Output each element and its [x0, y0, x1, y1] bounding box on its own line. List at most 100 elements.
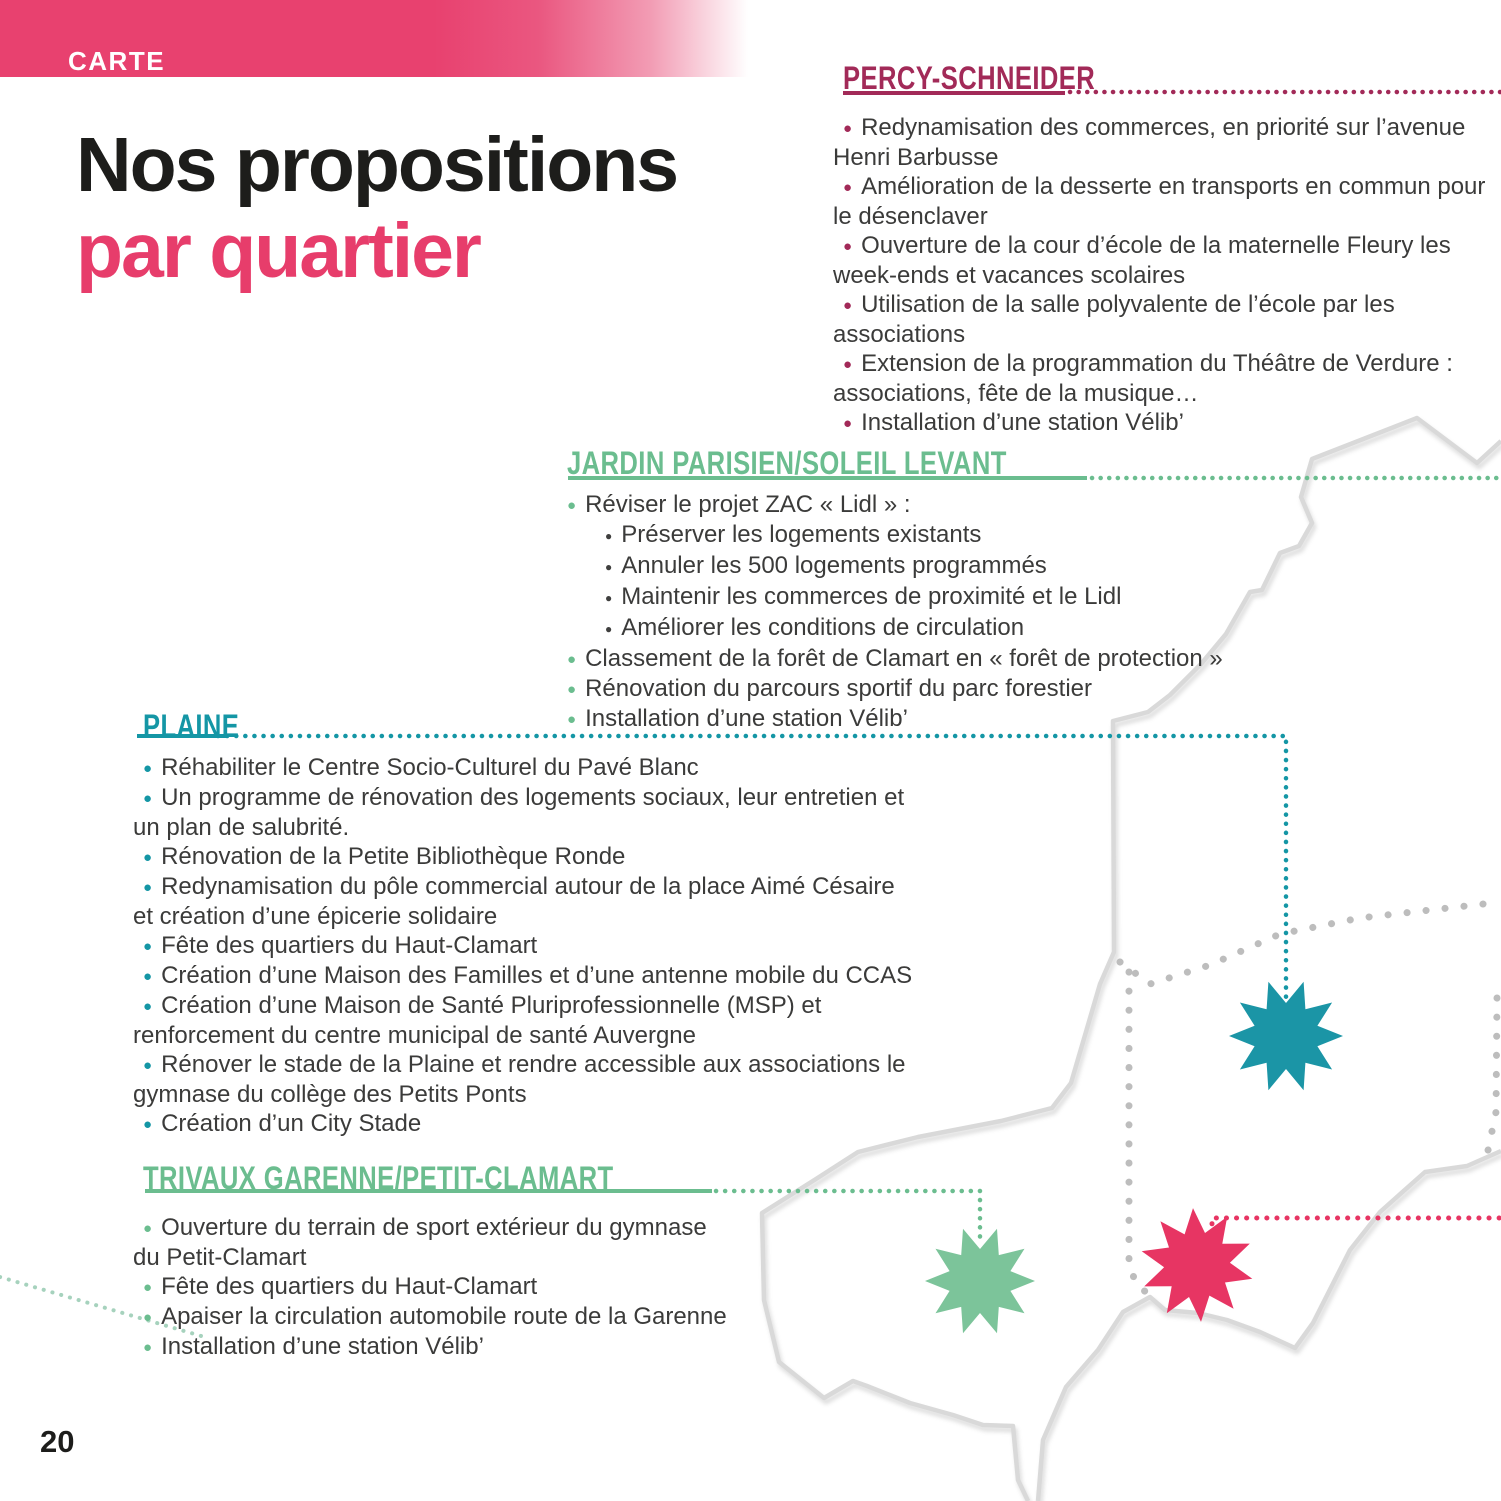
bullet-icon: ●	[143, 1220, 153, 1237]
bullet-icon: ●	[605, 560, 613, 574]
bullet-text: Ouverture de la cour d’école de la mater…	[833, 232, 1451, 289]
bullet-text: Installation d’une station Vélib’	[585, 705, 908, 732]
page-number: 20	[40, 1424, 75, 1459]
bullet-text: Apaiser la circulation automobile route …	[161, 1303, 727, 1330]
proposal-list-percy-schneider: ● Redynamisation des commerces, en priori…	[833, 113, 1485, 438]
bullet-item: ● Création d’une Maison des Familles et d…	[133, 961, 912, 991]
bullet-item: ● Apaiser la circulation automobile route…	[133, 1302, 727, 1332]
bullet-text: Ouverture du terrain de sport extérieur …	[133, 1214, 707, 1271]
sub-bullet-item: ● Annuler les 500 logements programmés	[557, 551, 1223, 582]
proposal-list-trivaux-garenne: ● Ouverture du terrain de sport extérieur…	[133, 1213, 727, 1362]
bullet-icon: ●	[143, 849, 153, 866]
bullet-text: Redynamisation des commerces, en priorit…	[833, 114, 1466, 171]
bullet-item: ● Rénovation du parcours sportif du parc …	[557, 674, 1223, 704]
bullet-text: Redynamisation du pôle commercial autour…	[133, 873, 895, 930]
proposal-list-jardin-parisien: ● Réviser le projet ZAC « Lidl » : ● Préser…	[557, 490, 1223, 734]
bullet-item: ● Fête des quartiers du Haut-Clamart	[133, 1272, 727, 1302]
bullet-item: ● Installation d’une station Vélib’	[133, 1332, 727, 1362]
bullet-icon: ●	[143, 1309, 153, 1326]
page-title: Nos propositions par quartier	[76, 122, 679, 294]
bullet-icon: ●	[567, 651, 577, 668]
section-title-plaine: PLAINE	[143, 708, 240, 744]
bullet-text: Annuler les 500 logements programmés	[621, 552, 1047, 579]
bullet-item: ● Redynamisation du pôle commercial autou…	[133, 872, 912, 931]
bullet-item: ● Redynamisation des commerces, en priori…	[833, 113, 1485, 172]
sub-bullet-item: ● Préserver les logements existants	[557, 520, 1223, 551]
page-top-banner: CARTE	[0, 0, 748, 77]
bullet-item: ● Utilisation de la salle polyvalente de …	[833, 290, 1485, 349]
bullet-text: Maintenir les commerces de proximité et …	[621, 583, 1122, 610]
bullet-text: Amélioration de la desserte en transport…	[833, 173, 1486, 230]
bullet-item: ● Ouverture du terrain de sport extérieur…	[133, 1213, 727, 1272]
plaine-leader-dotted-line	[215, 733, 1289, 1003]
bullet-item: ● Classement de la forêt de Clamart en « …	[557, 644, 1223, 674]
bullet-icon: ●	[843, 297, 853, 314]
banner-tag-label: CARTE	[68, 46, 166, 76]
section-underline	[843, 91, 1065, 95]
trivaux-leader-dotted-line	[713, 1188, 983, 1246]
bullet-item: ● Installation d’une station Vélib’	[557, 704, 1223, 734]
proposal-list-plaine: ● Réhabiliter le Centre Socio-Culturel du…	[133, 753, 912, 1139]
bullet-icon: ●	[605, 622, 613, 636]
bullet-text: Améliorer les conditions de circulation	[621, 614, 1025, 641]
bullet-icon: ●	[143, 938, 153, 955]
bullet-item: ● Fête des quartiers du Haut-Clamart	[133, 931, 912, 961]
section-underline	[568, 476, 1087, 480]
section-underline	[137, 734, 227, 738]
bullet-text: Rénovation de la Petite Bibliothèque Ron…	[161, 843, 626, 870]
bullet-item: ● Installation d’une station Vélib’	[833, 408, 1485, 438]
page-title-line2: par quartier	[76, 208, 482, 294]
bullet-icon: ●	[843, 356, 853, 373]
bullet-item: ● Réhabiliter le Centre Socio-Culturel du…	[133, 753, 912, 783]
bullet-text: Installation d’une station Vélib’	[861, 409, 1184, 436]
bullet-icon: ●	[843, 120, 853, 137]
bullet-item: ● Création d’une Maison de Santé Pluripro…	[133, 991, 912, 1050]
bullet-text: Un programme de rénovation des logements…	[133, 784, 905, 841]
bullet-icon: ●	[843, 238, 853, 255]
bullet-text: Utilisation de la salle polyvalente de l…	[833, 291, 1395, 348]
map-outline-southeast	[1035, 1148, 1501, 1501]
bullet-item: ● Extension de la programmation du Théâtr…	[833, 349, 1485, 408]
bullet-text: Réhabiliter le Centre Socio-Culturel du …	[161, 754, 699, 781]
bullet-icon: ●	[143, 1279, 153, 1296]
star-plaine	[1229, 981, 1343, 1091]
bullet-icon: ●	[143, 1116, 153, 1133]
bullet-item: ● Amélioration de la desserte en transpor…	[833, 172, 1485, 231]
bullet-icon: ●	[143, 968, 153, 985]
bullet-icon: ●	[605, 591, 613, 605]
district-boundary-east	[1116, 898, 1501, 988]
bullet-icon: ●	[843, 415, 853, 432]
bullet-item: ● Réviser le projet ZAC « Lidl » :	[557, 490, 1223, 520]
bullet-text: Fête des quartiers du Haut-Clamart	[161, 1273, 538, 1300]
bullet-text: Fête des quartiers du Haut-Clamart	[161, 932, 538, 959]
bullet-icon: ●	[143, 760, 153, 777]
bullet-icon: ●	[843, 179, 853, 196]
offpage-dotted-line	[0, 1275, 210, 1340]
star-trivaux-garenne	[925, 1228, 1035, 1334]
section-underline	[145, 1189, 712, 1193]
bullet-icon: ●	[143, 1339, 153, 1356]
bullet-item: ● Création d’un City Stade	[133, 1109, 912, 1139]
bullet-item: ● Un programme de rénovation des logement…	[133, 783, 912, 842]
bullet-text: Création d’une Maison des Familles et d’…	[161, 962, 913, 989]
bullet-item: ● Rénovation de la Petite Bibliothèque Ro…	[133, 842, 912, 872]
bullet-item: ● Ouverture de la cour d’école de la mate…	[833, 231, 1485, 290]
bullet-text: Classement de la forêt de Clamart en « f…	[585, 645, 1223, 672]
bullet-icon: ●	[143, 790, 153, 807]
bullet-text: Création d’un City Stade	[161, 1110, 422, 1137]
bullet-text: Rénover le stade de la Plaine et rendre …	[133, 1051, 906, 1108]
sub-bullet-item: ● Maintenir les commerces de proximité et…	[557, 582, 1223, 613]
map-outline-north-west	[759, 415, 1501, 1501]
district-boundary-right-edge	[1482, 994, 1501, 1164]
section-title-jardin-parisien: JARDIN PARISIEN/SOLEIL LEVANT	[567, 445, 1007, 481]
bullet-icon: ●	[143, 1057, 153, 1074]
bullet-text: Création d’une Maison de Santé Pluriprof…	[133, 992, 822, 1049]
star-percy-schneider	[1141, 1208, 1253, 1322]
bullet-text: Installation d’une station Vélib’	[161, 1333, 484, 1360]
bullet-text: Extension de la programmation du Théâtre…	[833, 350, 1453, 407]
section-title-percy-schneider: PERCY-SCHNEIDER	[843, 60, 1096, 96]
bullet-icon: ●	[567, 711, 577, 728]
bullet-item: ● Rénover le stade de la Plaine et rendre…	[133, 1050, 912, 1109]
